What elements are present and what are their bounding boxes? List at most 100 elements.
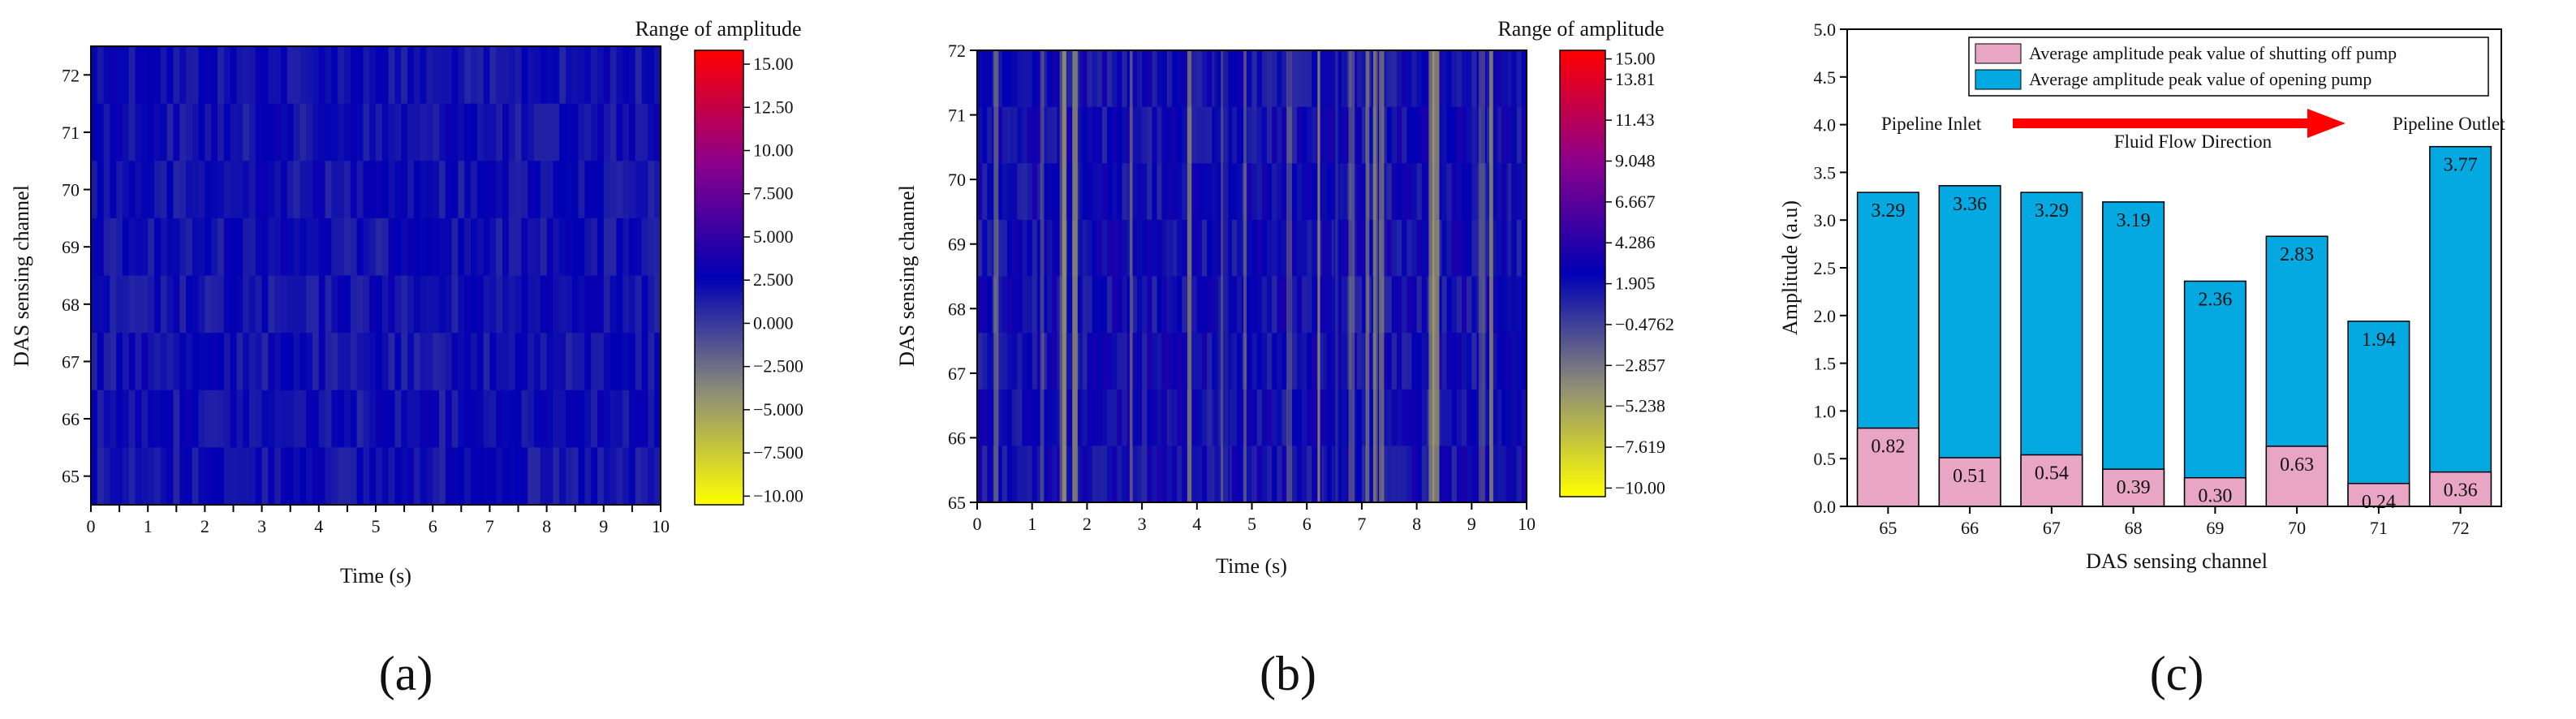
heatmap-cell: [1381, 106, 1388, 164]
heatmap-cell: [528, 333, 535, 391]
heatmap-cell: [350, 333, 358, 391]
heatmap-cell: [91, 161, 98, 219]
heatmap-cell: [255, 46, 263, 105]
bar-value-label-shutting-off: 0.63: [2280, 454, 2314, 476]
heatmap-cell: [413, 46, 421, 105]
heatmap-cell: [420, 275, 427, 334]
heatmap-cell: [1201, 333, 1208, 390]
heatmap-cell: [439, 217, 446, 277]
heatmap-cell: [1481, 389, 1488, 446]
heatmap-cell: [1131, 276, 1138, 334]
heatmap-cell: [420, 161, 427, 219]
heatmap-cell: [571, 275, 579, 334]
heatmap-cell: [648, 217, 655, 277]
heatmap-cell: [1042, 219, 1048, 278]
heatmap-cell: [458, 275, 465, 334]
heatmap-cell: [1406, 50, 1413, 108]
heatmap-cell: [306, 161, 313, 219]
heatmap-cell: [1451, 276, 1458, 334]
heatmap-cell: [1346, 50, 1353, 108]
heatmap-cell: [1157, 446, 1163, 503]
colorbar-tick-label: −2.500: [753, 356, 803, 377]
heatmap-cell: [1446, 50, 1453, 108]
heatmap-cell: [97, 103, 105, 161]
heatmap-cell: [1166, 163, 1173, 221]
y-tick-label: 5.0: [1814, 19, 1837, 40]
x-tick-label: 5: [372, 516, 381, 536]
heatmap-cell: [401, 333, 408, 391]
heatmap-cell: [439, 161, 446, 219]
heatmap-cell: [135, 217, 142, 277]
heatmap-cell: [1291, 106, 1298, 164]
heatmap-cell: [103, 333, 110, 391]
heatmap-cell: [1307, 106, 1312, 164]
heatmap-cell: [1112, 446, 1118, 503]
heatmap-cell: [1057, 106, 1063, 164]
heatmap-cell: [1177, 219, 1182, 278]
panel-b-label: (b): [1260, 647, 1316, 700]
heatmap-cell: [1247, 389, 1253, 446]
heatmap-cell: [1351, 163, 1358, 221]
heatmap-cell: [483, 161, 490, 219]
heatmap-cell: [230, 275, 237, 334]
heatmap-cell: [394, 390, 402, 448]
heatmap-cell: [97, 333, 105, 391]
heatmap-cell: [192, 103, 200, 161]
colorbar-tick-label: −0.4762: [1615, 314, 1674, 334]
heatmap-cell: [489, 390, 497, 448]
colorbar-gradient: [1559, 50, 1606, 497]
heatmap-cell: [1247, 446, 1253, 503]
heatmap-streak: [1243, 50, 1247, 502]
heatmap-cell: [1261, 106, 1268, 164]
heatmap-cell: [1471, 106, 1478, 164]
heatmap-cell: [1152, 333, 1158, 390]
heatmap-cell: [299, 46, 307, 105]
heatmap-cell: [458, 217, 465, 277]
heatmap-cell: [363, 103, 370, 161]
heatmap-cell: [1107, 276, 1113, 334]
heatmap-cell: [1136, 50, 1143, 108]
x-tick-label: 8: [542, 516, 551, 536]
heatmap-cell: [1196, 276, 1203, 334]
heatmap-cell: [116, 333, 123, 391]
heatmap-cell: [982, 276, 988, 334]
x-tick-label: 6: [1303, 514, 1312, 534]
heatmap-cell: [1036, 389, 1043, 446]
heatmap-cell: [458, 390, 465, 448]
heatmap-cell: [1136, 219, 1143, 278]
heatmap-cell: [1217, 219, 1223, 278]
heatmap-cell: [261, 103, 269, 161]
heatmap-cell: [1172, 219, 1178, 278]
heatmap-cell: [476, 275, 485, 334]
heatmap-cell: [1497, 106, 1502, 164]
heatmap-cell: [394, 217, 402, 277]
heatmap-cell: [1402, 389, 1407, 446]
heatmap-cell: [116, 447, 123, 506]
heatmap-cell: [534, 46, 541, 105]
heatmap-cell: [439, 390, 446, 448]
heatmap-cell: [1501, 333, 1507, 390]
heatmap-cell: [1342, 389, 1348, 446]
heatmap-cell: [445, 275, 453, 334]
heatmap-cell: [148, 390, 155, 448]
heatmap-cell: [1521, 389, 1527, 446]
heatmap-cell: [338, 447, 345, 506]
heatmap-cell: [211, 217, 218, 277]
heatmap-cell: [1411, 50, 1418, 108]
heatmap-cell: [318, 390, 326, 448]
heatmap-cell: [1346, 389, 1353, 446]
heatmap-cell: [1052, 389, 1058, 446]
heatmap-cell: [502, 390, 510, 448]
heatmap-cell: [1381, 446, 1388, 503]
heatmap-cell: [1006, 163, 1013, 221]
x-tick-label: 66: [1961, 518, 1979, 538]
heatmap-cell: [243, 217, 250, 277]
heatmap-cell: [439, 46, 446, 105]
heatmap-cell: [1386, 163, 1393, 221]
heatmap-cell: [1022, 106, 1028, 164]
heatmap-cell: [388, 447, 395, 506]
heatmap-cell: [1467, 446, 1472, 503]
heatmap-cell: [369, 46, 377, 105]
heatmap-cell: [1242, 389, 1247, 446]
